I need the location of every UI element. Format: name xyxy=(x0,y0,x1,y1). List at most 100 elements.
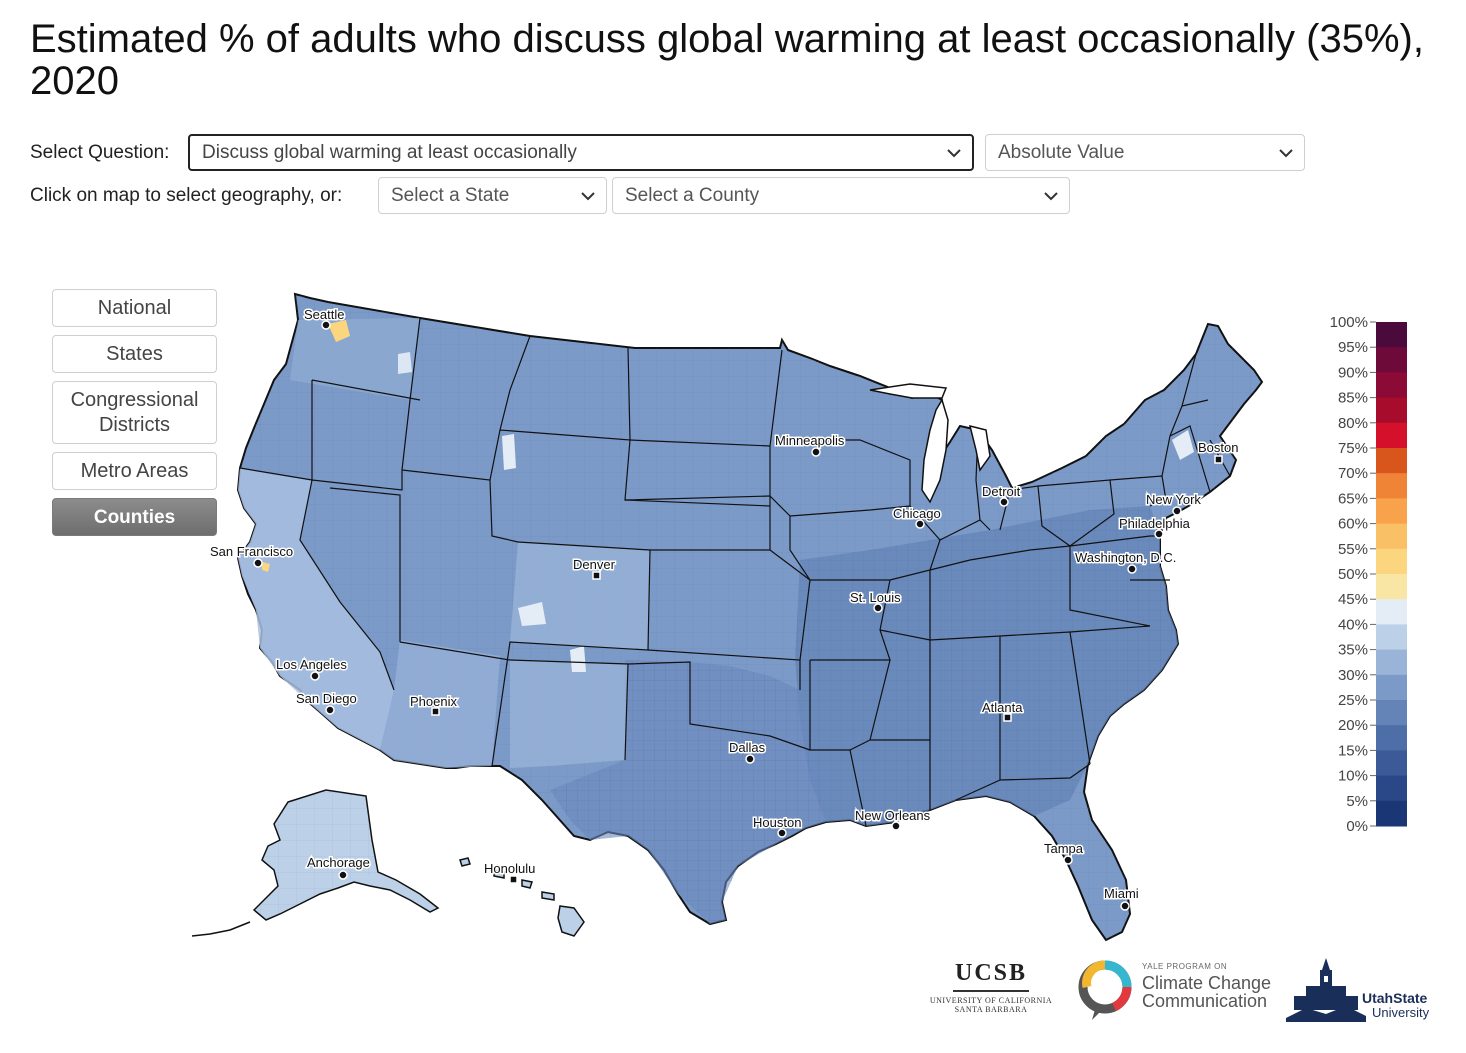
legend-swatch xyxy=(1376,700,1407,726)
geo-button-counties[interactable]: Counties xyxy=(52,498,217,536)
city-label: Atlanta xyxy=(982,700,1023,715)
region-arizona-light xyxy=(380,640,500,768)
contiguous-us[interactable] xyxy=(236,292,1264,942)
county-select[interactable]: Select a County xyxy=(612,177,1070,214)
legend-swatch xyxy=(1376,800,1407,827)
city-label: Denver xyxy=(573,557,616,572)
geo-button-metro-areas[interactable]: Metro Areas xyxy=(52,452,217,490)
legend-label: 30% xyxy=(1338,667,1368,684)
legend-swatch xyxy=(1376,448,1407,474)
hawaii-island-3[interactable] xyxy=(521,879,533,889)
light-patch-3 xyxy=(570,646,586,672)
legend-label: 0% xyxy=(1346,818,1368,832)
city-houston[interactable]: Houston xyxy=(752,814,803,838)
city-label: Honolulu xyxy=(484,861,535,876)
city-dallas[interactable]: Dallas xyxy=(728,739,767,764)
chevron-down-icon xyxy=(1279,148,1293,157)
region-california-light xyxy=(238,468,394,750)
city-st-louis[interactable]: St. Louis xyxy=(849,589,903,613)
hawaii-island-2[interactable] xyxy=(493,869,505,879)
city-tampa[interactable]: Tampa xyxy=(1043,840,1085,865)
yale-climate-logo: YALE PROGRAM ON Climate Change Communica… xyxy=(1074,956,1274,1022)
city-san-diego[interactable]: San Diego xyxy=(295,690,358,715)
region-wa-light xyxy=(290,318,420,400)
state-select[interactable]: Select a State xyxy=(378,177,607,214)
city-new-york[interactable]: New York xyxy=(1145,491,1203,516)
legend-swatch xyxy=(1376,649,1407,676)
city-new-orleans[interactable]: New Orleans xyxy=(854,807,932,831)
county-select-placeholder: Select a County xyxy=(625,184,760,206)
city-label: St. Louis xyxy=(850,590,901,605)
hawaii-island-4[interactable] xyxy=(541,891,555,901)
sf-yellow-patch xyxy=(262,562,270,572)
us-county-map[interactable]: Seattle San Francisco Los Angeles San Di… xyxy=(170,280,1290,950)
legend-swatch xyxy=(1376,674,1407,701)
legend-swatch xyxy=(1376,624,1407,651)
city-boston[interactable]: Boston xyxy=(1197,439,1240,464)
chevron-down-icon xyxy=(947,148,961,157)
legend-label: 5% xyxy=(1346,793,1368,810)
city-washington-dc[interactable]: Washington, D.C. xyxy=(1074,549,1178,574)
legend-label: 55% xyxy=(1338,541,1368,558)
legend-label: 90% xyxy=(1338,364,1368,381)
legend-scale: 100% 95% 90% 85% 80% 75% 70% 65% 60% 55% 50% 45% 40%… xyxy=(1330,314,1407,835)
city-label: Dallas xyxy=(729,740,766,755)
measure-select[interactable]: Absolute Value xyxy=(985,134,1305,171)
legend-label: 80% xyxy=(1338,415,1368,432)
city-phoenix[interactable]: Phoenix xyxy=(409,693,459,716)
legend-label: 15% xyxy=(1338,742,1368,759)
city-label: Boston xyxy=(1198,440,1238,455)
alaska[interactable] xyxy=(191,789,440,937)
city-san-francisco[interactable]: San Francisco xyxy=(209,543,295,568)
legend-label: 45% xyxy=(1338,591,1368,608)
city-label: Anchorage xyxy=(307,855,370,870)
city-seattle[interactable]: Seattle xyxy=(303,306,346,330)
city-chicago[interactable]: Chicago xyxy=(892,505,942,529)
question-select[interactable]: Discuss global warming at least occasion… xyxy=(188,134,974,171)
legend-swatch xyxy=(1376,599,1407,625)
legend-label: 20% xyxy=(1338,717,1368,734)
city-miami[interactable]: Miami xyxy=(1103,885,1140,911)
city-denver[interactable]: Denver xyxy=(572,556,617,580)
city-label: Chicago xyxy=(893,506,941,521)
hawaii-island-1[interactable] xyxy=(459,857,471,867)
alaska-aleutians xyxy=(191,921,251,937)
city-label: Phoenix xyxy=(410,694,457,709)
lake-superior xyxy=(869,383,948,399)
city-markers: Seattle San Francisco Los Angeles San Di… xyxy=(209,306,1240,911)
legend-label: 75% xyxy=(1338,440,1368,457)
city-philadelphia[interactable]: Philadelphia xyxy=(1118,515,1192,539)
lake-michigan xyxy=(921,398,949,504)
legend-label: 40% xyxy=(1338,616,1368,633)
legend-swatch xyxy=(1376,548,1407,575)
geo-button-states[interactable]: States xyxy=(52,335,217,373)
usu-line2: University xyxy=(1372,1005,1430,1020)
ucsb-logo-title: UCSB xyxy=(954,960,1028,986)
old-main-building-icon xyxy=(1286,958,1366,1022)
geo-button-national[interactable]: National xyxy=(52,289,217,327)
city-label: Los Angeles xyxy=(276,657,347,672)
legend-label: 35% xyxy=(1338,642,1368,659)
city-los-angeles[interactable]: Los Angeles xyxy=(275,656,349,681)
legend-swatch xyxy=(1376,574,1407,600)
city-label: San Francisco xyxy=(210,544,293,559)
city-label: Washington, D.C. xyxy=(1075,550,1176,565)
lake-huron xyxy=(968,424,991,472)
hawaii[interactable] xyxy=(459,857,585,937)
ycc-small-text: YALE PROGRAM ON xyxy=(1142,962,1228,971)
legend-swatch xyxy=(1376,422,1407,449)
legend-label: 85% xyxy=(1338,390,1368,407)
ucsb-logo: UCSB UNIVERSITY OF CALIFORNIA SANTA BARB… xyxy=(925,960,1057,1014)
city-detroit[interactable]: Detroit xyxy=(981,483,1022,507)
hawaii-big-island[interactable] xyxy=(557,905,585,937)
city-anchorage[interactable]: Anchorage xyxy=(306,854,371,880)
city-honolulu[interactable]: Honolulu xyxy=(483,860,537,884)
light-patch-5 xyxy=(398,352,412,374)
city-atlanta[interactable]: Atlanta xyxy=(981,699,1025,722)
city-minneapolis[interactable]: Minneapolis xyxy=(774,432,846,457)
seattle-yellow-patch xyxy=(328,320,350,342)
city-label: Minneapolis xyxy=(775,433,845,448)
legend-label: 60% xyxy=(1338,516,1368,533)
legend-label: 95% xyxy=(1338,339,1368,356)
geo-button-congressional-districts[interactable]: Congressional Districts xyxy=(52,381,217,444)
